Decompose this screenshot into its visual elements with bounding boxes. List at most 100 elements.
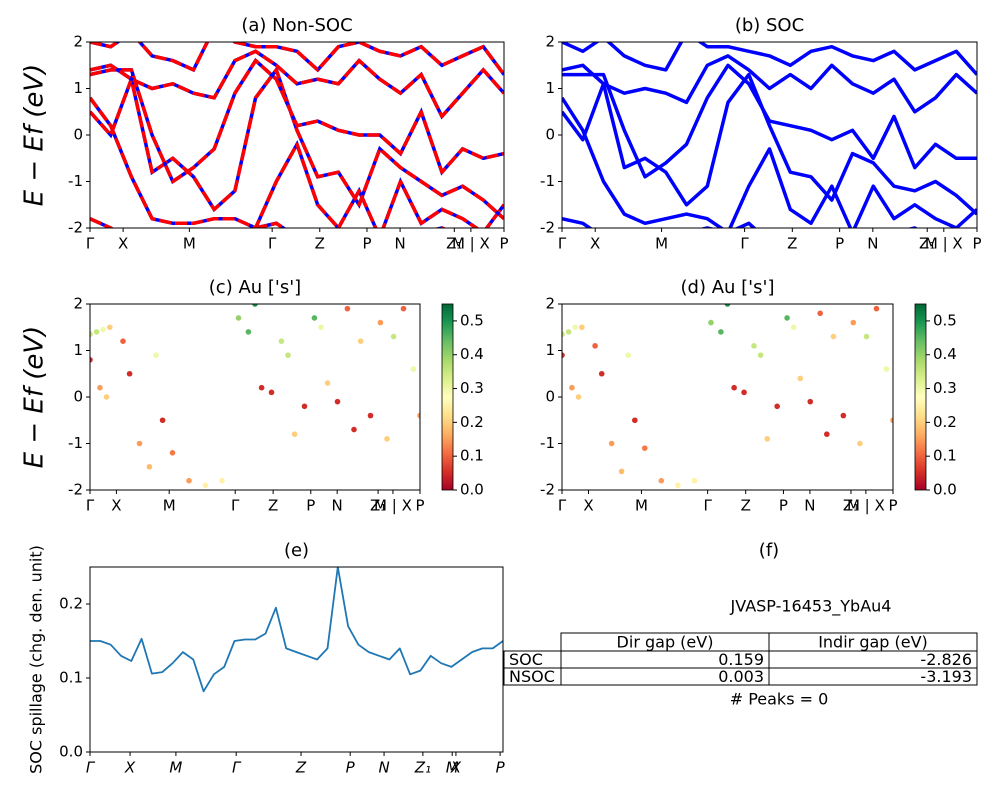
- table-caption: JVASP-16453_YbAu4: [730, 597, 892, 617]
- y-tick-label: -1: [540, 434, 555, 452]
- x-tick-label: M: [635, 497, 648, 515]
- projection-point: [357, 338, 364, 345]
- projection-point: [764, 436, 771, 442]
- row-label: NSOC: [509, 667, 555, 686]
- table-value: -3.193: [920, 667, 972, 686]
- colorbar-tick-label: 0.0: [933, 481, 957, 499]
- projection-point: [579, 324, 585, 331]
- y-tick-label: -1: [68, 172, 83, 190]
- projection-point: [850, 319, 857, 326]
- projection-point: [400, 305, 407, 312]
- y-tick-label: 0.2: [59, 595, 83, 613]
- projection-point: [146, 463, 153, 470]
- projection-point: [562, 331, 565, 338]
- projection-point: [311, 315, 318, 321]
- x-tick-label: P: [496, 759, 506, 777]
- panel-title: (f): [759, 540, 779, 561]
- projection-point: [107, 324, 113, 331]
- projection-point: [817, 310, 823, 317]
- projection-point: [278, 338, 285, 345]
- spillage-line: [90, 567, 503, 693]
- x-tick-label: Z: [787, 235, 797, 253]
- x-tick-label: N: [867, 235, 878, 253]
- projection-point: [103, 394, 110, 400]
- x-tick-label: Z₁: [370, 497, 386, 515]
- projection-point: [790, 324, 797, 331]
- projection-point: [97, 384, 103, 391]
- x-tick-label: P: [499, 235, 508, 253]
- projection-point: [159, 417, 166, 424]
- y-tick-label: 0: [545, 126, 555, 144]
- panel-title: (a) Non-SOC: [241, 15, 352, 36]
- colorbar-tick-label: 0.2: [460, 413, 484, 431]
- projection-point: [291, 431, 298, 438]
- y-tick-label: -2: [540, 481, 555, 499]
- x-tick-label: M: [655, 235, 668, 253]
- x-tick-label: Z₁: [843, 497, 859, 515]
- panel-title: (c) Au ['s']: [209, 277, 301, 298]
- x-tick-label: Γ: [558, 497, 567, 515]
- projection-point: [641, 445, 648, 451]
- colorbar-tick-label: 0.3: [460, 379, 484, 397]
- projection-point: [100, 326, 106, 333]
- x-tick-label: Γ: [558, 235, 567, 253]
- projection-point: [268, 389, 275, 396]
- projection-point: [285, 352, 291, 358]
- y-axis-label: E − Ef (eV): [20, 64, 50, 207]
- projection-point: [784, 315, 790, 321]
- projection-point: [751, 343, 757, 349]
- x-tick-label: Z₁: [414, 759, 431, 777]
- projection-point: [569, 384, 575, 391]
- row-label: SOC: [509, 650, 543, 669]
- projection-point: [318, 324, 324, 331]
- band-line: [90, 42, 504, 76]
- projection-point: [824, 431, 830, 438]
- projection-point: [873, 305, 880, 312]
- y-tick-label: 2: [545, 33, 555, 51]
- y-tick-label: 0.1: [59, 669, 83, 687]
- y-tick-label: 0: [73, 388, 83, 406]
- y-tick-label: -2: [68, 481, 83, 499]
- projection-point: [202, 482, 209, 489]
- projection-point: [367, 412, 374, 419]
- projection-point: [252, 304, 258, 307]
- x-tick-label: N: [378, 759, 389, 777]
- x-tick-label: X: [590, 235, 600, 253]
- band-line: [562, 72, 977, 216]
- band-line: [562, 42, 977, 76]
- colorbar-tick-label: 0.0: [460, 481, 484, 499]
- colorbar-tick-label: 0.5: [933, 311, 957, 329]
- projection-point: [258, 384, 265, 391]
- x-tick-label: X: [583, 497, 593, 515]
- x-tick-label: Z: [741, 497, 751, 515]
- projection-point: [235, 315, 242, 321]
- plot-area: [90, 42, 504, 228]
- x-tick-label: X: [118, 235, 128, 253]
- projection-point: [120, 338, 126, 345]
- y-tick-label: 2: [73, 33, 83, 51]
- axes-frame: [89, 41, 505, 229]
- projection-point: [625, 352, 631, 358]
- axes-frame: [561, 303, 894, 491]
- x-tick-label: Z: [268, 497, 278, 515]
- projection-point: [334, 398, 341, 405]
- x-tick-label: M | X: [374, 497, 412, 515]
- projection-point: [598, 370, 605, 377]
- x-tick-label: P: [415, 497, 424, 515]
- y-tick-label: 0.0: [59, 743, 83, 761]
- table-header: Dir gap (eV): [617, 633, 714, 652]
- band-line: [90, 58, 504, 184]
- projection-point: [741, 389, 747, 396]
- projection-point: [718, 329, 724, 335]
- y-axis-label: SOC spillage (chg. den. unit): [27, 545, 46, 774]
- x-tick-label: Γ: [703, 497, 712, 515]
- y-tick-label: -1: [68, 434, 83, 452]
- x-tick-label: P: [779, 497, 788, 515]
- x-tick-label: N: [394, 235, 405, 253]
- colorbar-tick-label: 0.3: [933, 379, 957, 397]
- x-tick-label: Z: [315, 235, 325, 253]
- y-tick-label: 2: [73, 295, 83, 313]
- projection-point: [883, 366, 890, 372]
- y-tick-label: 2: [545, 295, 555, 313]
